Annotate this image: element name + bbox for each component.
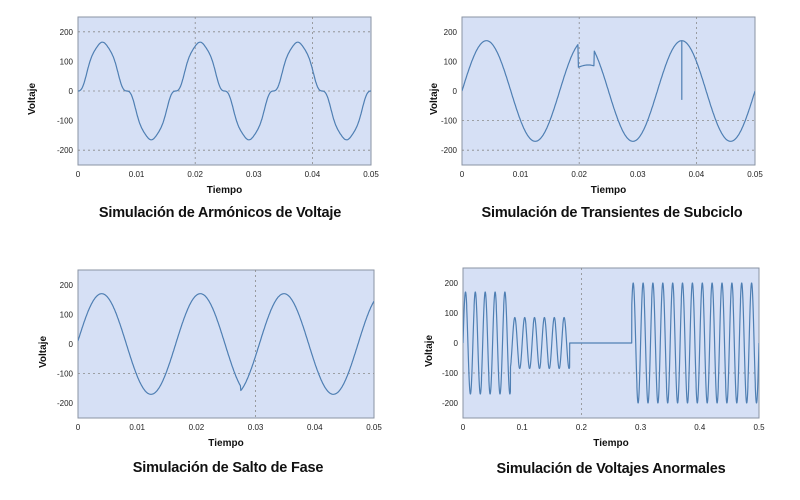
x-tick-label: 0.01 [129, 423, 145, 432]
y-tick-label: -100 [442, 369, 459, 378]
x-tick-label: 0.05 [363, 170, 379, 179]
y-tick-label: 100 [445, 309, 459, 318]
plot-area [77, 269, 375, 419]
y-tick-label: 100 [60, 310, 74, 319]
x-tick-label: 0.05 [366, 423, 382, 432]
x-tick-label: 0.4 [694, 423, 706, 432]
y-tick-label: 100 [60, 57, 74, 66]
y-axis-title: Voltaje [27, 83, 38, 115]
x-tick-label: 0.5 [753, 423, 765, 432]
x-axis-title: Tiempo [593, 438, 628, 449]
y-tick-label: 200 [60, 281, 74, 290]
x-tick-label: 0.02 [571, 170, 587, 179]
x-tick-label: 0.01 [513, 170, 529, 179]
y-tick-label: 0 [69, 340, 74, 349]
y-tick-label: -200 [57, 399, 74, 408]
x-tick-label: 0.05 [747, 170, 763, 179]
series-line [78, 293, 374, 395]
x-axis-title: Tiempo [208, 438, 243, 449]
y-tick-label: 200 [445, 279, 459, 288]
x-axis-title: Tiempo [591, 185, 626, 196]
x-tick-label: 0.04 [305, 170, 321, 179]
chart-armonicos-caption: Simulación de Armónicos de Voltaje [98, 205, 342, 221]
y-tick-label: -100 [441, 117, 458, 126]
y-tick-label: 0 [69, 87, 74, 96]
x-tick-label: 0.03 [630, 170, 646, 179]
x-axis-title: Tiempo [207, 185, 242, 196]
y-tick-label: -100 [57, 370, 74, 379]
x-tick-label: 0.2 [576, 423, 588, 432]
x-tick-label: 0 [76, 170, 81, 179]
series-line [78, 41, 371, 141]
y-tick-label: 100 [444, 57, 458, 66]
x-tick-label: 0.03 [248, 423, 264, 432]
x-tick-label: 0.02 [189, 423, 205, 432]
chart-transientes-caption: Simulación de Transientes de Subciclo [481, 205, 743, 221]
x-tick-label: 0 [460, 170, 465, 179]
x-tick-label: 0 [461, 423, 466, 432]
x-tick-label: 0.04 [689, 170, 705, 179]
series-line [463, 282, 759, 404]
chart-anormales-caption: Simulación de Voltajes Anormales [496, 461, 726, 477]
x-tick-label: 0.1 [517, 423, 529, 432]
y-tick-label: 200 [444, 28, 458, 37]
y-axis-title: Voltaje [424, 335, 435, 367]
y-tick-label: -200 [441, 146, 458, 155]
y-tick-label: -200 [57, 146, 74, 155]
y-tick-label: -100 [57, 117, 74, 126]
x-tick-label: 0.02 [187, 170, 203, 179]
x-tick-label: 0.01 [129, 170, 145, 179]
y-tick-label: 0 [453, 87, 458, 96]
y-tick-label: 200 [60, 28, 74, 37]
x-tick-label: 0.04 [307, 423, 323, 432]
x-tick-label: 0.03 [246, 170, 262, 179]
y-axis-title: Voltaje [429, 83, 440, 115]
x-tick-label: 0.3 [635, 423, 647, 432]
y-tick-label: -200 [442, 399, 459, 408]
y-axis-title: Voltaje [38, 336, 49, 368]
series-line [462, 40, 755, 142]
x-tick-label: 0 [76, 423, 81, 432]
chart-salto-fase-caption: Simulación de Salto de Fase [132, 460, 324, 476]
y-tick-label: 0 [454, 339, 459, 348]
